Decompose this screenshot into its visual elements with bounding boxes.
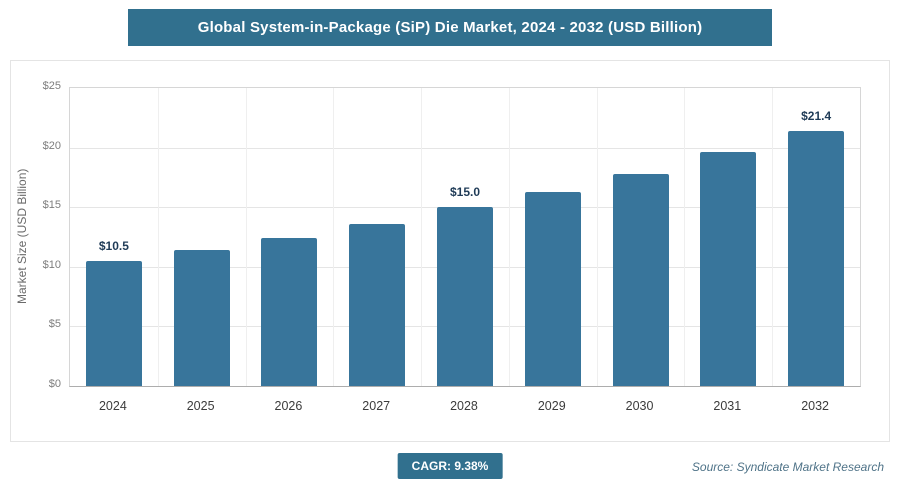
gridline-vertical: [333, 88, 335, 386]
cagr-badge: CAGR: 9.38%: [397, 453, 503, 479]
bar-2024: [85, 261, 142, 386]
gridline-horizontal: [70, 147, 860, 149]
gridline-vertical: [157, 88, 159, 386]
y-tick-label: $20: [42, 139, 61, 152]
gridline-vertical: [245, 88, 247, 386]
bar-2026: [261, 238, 318, 386]
gridline-vertical: [508, 88, 510, 386]
gridline-vertical: [421, 88, 423, 386]
x-tick-label-2032: 2032: [801, 399, 829, 413]
bar-2029: [524, 192, 581, 386]
gridline-vertical: [596, 88, 598, 386]
y-tick-label: $25: [42, 80, 61, 92]
chart-title-banner: Global System-in-Package (SiP) Die Marke…: [128, 9, 772, 46]
x-tick-label-2029: 2029: [537, 399, 566, 413]
y-axis-ticks: $0 $5 $10 $15 $20 $25: [11, 80, 67, 390]
y-tick-label: $5: [48, 318, 61, 331]
gridline-vertical: [684, 88, 686, 386]
cagr-label: CAGR: 9.38%: [411, 459, 489, 473]
x-tick-label-2025: 2025: [186, 399, 215, 413]
data-label-2032: $21.4: [801, 109, 832, 123]
x-tick-label-2026: 2026: [274, 399, 303, 413]
bar-2027: [349, 224, 406, 386]
x-axis-labels: 2024 2025 2026 2027 2028 2029 2030 2031 2032: [69, 391, 859, 417]
chart-frame: Market Size (USD Billion) $0 $5 $10 $15 $20 $…: [10, 60, 890, 442]
source-text: Source: Syndicate Market Research: [691, 460, 884, 474]
y-tick-label: $10: [42, 258, 61, 271]
x-tick-label-2028: 2028: [450, 399, 478, 413]
bar-2025: [173, 250, 230, 386]
bar-2028: [437, 207, 493, 386]
bar-2032: [788, 131, 845, 386]
x-tick-label-2024: 2024: [98, 399, 127, 413]
x-tick-label-2027: 2027: [362, 399, 391, 413]
x-tick-label-2030: 2030: [625, 399, 654, 413]
data-label-2028: $15.0: [449, 185, 481, 199]
plot-area: $10.5 $15.0 $21.4: [69, 87, 861, 387]
bar-2031: [700, 152, 757, 386]
y-tick-label: $15: [42, 199, 61, 212]
bar-2030: [612, 174, 669, 386]
x-tick-label-2031: 2031: [713, 399, 742, 413]
y-tick-label: $0: [48, 378, 61, 390]
gridline-vertical: [772, 88, 774, 386]
data-label-2024: $10.5: [98, 239, 129, 253]
chart-title: Global System-in-Package (SiP) Die Marke…: [197, 19, 703, 36]
